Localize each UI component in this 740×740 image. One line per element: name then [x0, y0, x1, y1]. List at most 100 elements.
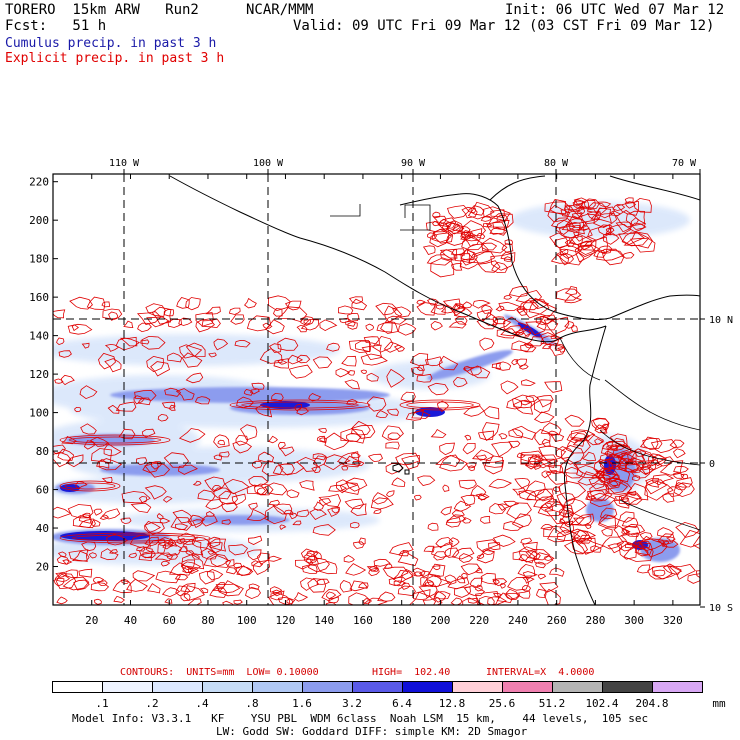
contour-line	[60, 374, 75, 386]
contour-line	[326, 342, 340, 352]
contour-line	[476, 549, 495, 564]
contour-line	[78, 518, 96, 529]
contour-line	[248, 535, 263, 545]
legend-swatch	[302, 681, 353, 693]
contour-line	[246, 549, 262, 561]
contour-line	[444, 547, 460, 558]
contour-line	[633, 197, 652, 213]
contour-line	[503, 316, 528, 334]
contour-line	[182, 565, 195, 574]
contour-line	[184, 550, 195, 556]
contour-line	[488, 503, 507, 515]
contour-line	[482, 311, 499, 326]
contour-line	[121, 579, 130, 584]
contour-line	[64, 482, 116, 490]
legend-swatch	[52, 681, 103, 693]
model-info-line1: Model Info: V3.3.1 KF YSU PBL WDM 6class…	[72, 712, 649, 725]
contour-line	[590, 207, 612, 224]
contour-line	[169, 562, 193, 576]
contour-line	[413, 589, 431, 601]
contour-line	[454, 253, 471, 264]
contour-line	[62, 576, 90, 591]
contour-line	[550, 253, 570, 264]
contour-line	[167, 352, 183, 363]
contour-line	[142, 461, 159, 473]
contour-line	[185, 372, 204, 384]
contour-line	[205, 306, 221, 315]
contour-line	[422, 245, 436, 255]
contour-line	[257, 451, 275, 463]
contour-line	[539, 582, 559, 593]
contour-line	[178, 428, 206, 443]
contour-line	[348, 296, 363, 304]
contour-line	[347, 313, 360, 322]
contour-line	[157, 413, 169, 422]
contour-line	[518, 590, 531, 599]
contour-line	[667, 486, 684, 498]
contour-line	[397, 585, 416, 597]
contour-line	[646, 464, 657, 471]
contour-line	[635, 459, 663, 476]
contour-line	[519, 364, 529, 370]
contour-line	[453, 376, 468, 388]
contour-line	[636, 535, 666, 551]
contour-line	[56, 596, 68, 605]
contour-line	[358, 582, 369, 589]
contour-line	[386, 368, 405, 388]
contour-line	[491, 362, 502, 369]
contour-line	[150, 361, 170, 377]
contour-line	[641, 452, 658, 464]
legend-label: 51.2	[538, 697, 566, 710]
contour-line	[386, 408, 399, 416]
contour-line	[604, 450, 615, 457]
contour-line	[145, 539, 167, 554]
contour-line	[504, 239, 513, 245]
contour-line	[369, 566, 379, 572]
contour-line	[164, 598, 173, 604]
contour-line	[373, 509, 382, 515]
contour-line	[461, 572, 468, 580]
contour-line	[270, 392, 284, 402]
contour-line	[468, 465, 475, 472]
contour-line	[472, 300, 491, 309]
contour-line	[503, 521, 524, 531]
contour-line	[418, 585, 438, 599]
contour-line	[482, 459, 505, 475]
contour-line	[692, 535, 700, 550]
contour-line	[432, 215, 447, 226]
contour-line	[554, 344, 565, 352]
contour-line	[460, 231, 472, 239]
contour-line	[279, 446, 295, 457]
contour-line	[503, 592, 520, 600]
contour-line	[268, 343, 282, 353]
contour-line	[341, 355, 357, 367]
contour-line	[180, 582, 196, 593]
contour-line	[272, 503, 293, 515]
contour-line	[243, 389, 254, 396]
contour-line	[98, 458, 123, 471]
contour-line	[562, 498, 587, 515]
contour-line	[540, 502, 554, 512]
plot-frame	[52, 173, 701, 606]
contour-line	[399, 399, 481, 411]
y-tick-label: 200	[29, 214, 49, 227]
contour-line	[163, 309, 175, 317]
contour-line	[559, 244, 582, 259]
contour-line	[286, 489, 300, 499]
contour-line	[673, 465, 689, 473]
contour-line	[350, 521, 360, 529]
contour-line	[632, 475, 641, 481]
contour-line	[92, 576, 105, 584]
contour-line	[161, 587, 181, 598]
contour-line	[55, 571, 67, 578]
contour-line	[345, 477, 368, 492]
contour-line	[637, 547, 649, 557]
lon-label: 70 W	[672, 158, 697, 169]
contour-line	[59, 532, 211, 544]
contour-line	[284, 300, 302, 311]
contour-line	[451, 547, 475, 560]
lat-label: 10 N	[709, 315, 733, 326]
contour-line	[452, 223, 465, 232]
contour-line	[527, 551, 541, 559]
contour-line	[548, 343, 566, 357]
